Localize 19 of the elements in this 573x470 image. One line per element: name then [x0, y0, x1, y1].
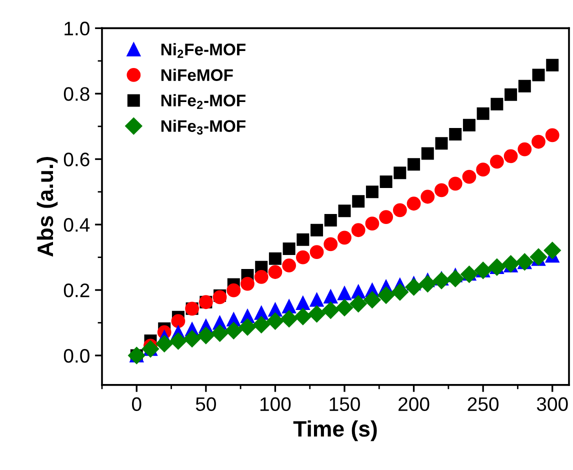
y-tick-label: 0.6 [64, 152, 90, 166]
x-tick-label: 200 [398, 397, 430, 412]
x-tick-label: 150 [330, 397, 360, 412]
legend-label: NiFeMOF [161, 68, 233, 81]
x-axis-title: Time (s) [293, 420, 377, 442]
y-tick-label: 0.0 [64, 348, 90, 363]
y-tick-label: 1.0 [64, 22, 90, 36]
y-tick-label: 0.8 [64, 87, 90, 101]
x-tick-label: 250 [468, 397, 499, 412]
legend-label: NiFe$_{3}$-MOF [161, 120, 246, 135]
x-tick-label: 300 [536, 397, 568, 412]
x-tick-label: 100 [260, 397, 291, 412]
y-axis-title: Abs (a.u.) [36, 157, 58, 257]
x-tick-label: 50 [196, 397, 216, 412]
y-tick-label: 0.2 [64, 283, 90, 298]
legend-label: NiFe$_{2}$-MOF [161, 94, 246, 109]
y-tick-label: 0.4 [64, 218, 90, 232]
x-tick-label: 0 [132, 397, 142, 412]
legend-label: Ni$_{2}$Fe-MOF [161, 43, 246, 58]
